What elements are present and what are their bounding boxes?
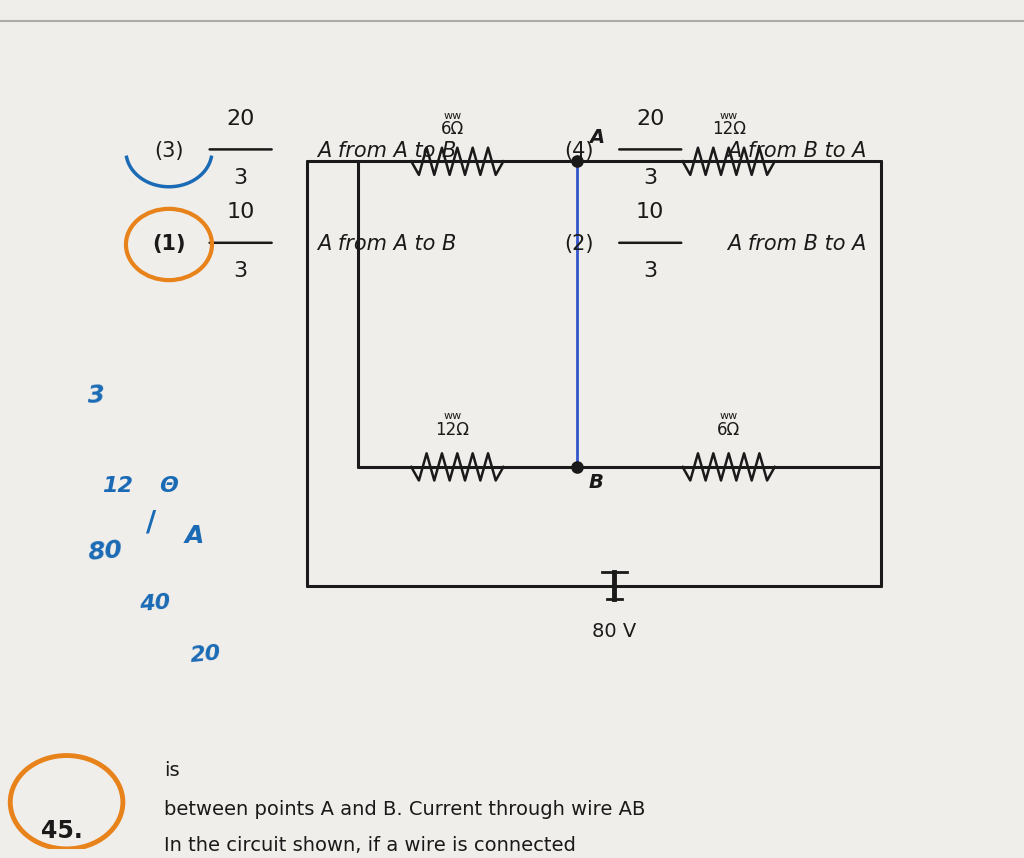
Text: (3): (3) [155, 141, 183, 161]
Point [568, 154, 585, 168]
Text: 3: 3 [233, 262, 248, 281]
Text: (2): (2) [564, 234, 593, 255]
Text: 40: 40 [138, 593, 171, 615]
Text: 12: 12 [102, 476, 133, 497]
Text: 3: 3 [643, 168, 657, 188]
Text: 80 V: 80 V [592, 622, 637, 641]
Text: 3: 3 [643, 262, 657, 281]
Text: 12Ω: 12Ω [712, 120, 745, 138]
Text: 20: 20 [189, 644, 222, 666]
Text: A from A to B: A from A to B [317, 234, 457, 255]
Text: 3: 3 [233, 168, 248, 188]
Text: ww: ww [443, 111, 462, 121]
Point [568, 460, 585, 474]
Text: (1): (1) [153, 234, 185, 255]
Text: 6Ω: 6Ω [717, 420, 740, 438]
Text: 20: 20 [226, 109, 255, 129]
Text: A from B to A: A from B to A [727, 234, 866, 255]
Text: B: B [589, 473, 604, 492]
Text: /: / [146, 509, 157, 536]
Text: ww: ww [443, 411, 462, 421]
Text: (4): (4) [564, 141, 593, 161]
Text: ww: ww [720, 111, 738, 121]
Text: A from A to B: A from A to B [317, 141, 457, 161]
Text: ww: ww [720, 411, 738, 421]
Text: 45.: 45. [41, 819, 83, 843]
Text: A from B to A: A from B to A [727, 141, 866, 161]
Text: 10: 10 [636, 202, 665, 222]
Text: 12Ω: 12Ω [435, 420, 469, 438]
Text: 3: 3 [87, 384, 105, 408]
Text: In the circuit shown, if a wire is connected: In the circuit shown, if a wire is conne… [164, 837, 575, 855]
Text: Θ: Θ [159, 476, 177, 497]
Text: A: A [184, 524, 204, 548]
Text: 20: 20 [636, 109, 665, 129]
Text: 6Ω: 6Ω [440, 120, 464, 138]
Text: 80: 80 [87, 538, 124, 565]
Text: is: is [164, 761, 179, 781]
Text: A: A [589, 128, 604, 147]
Text: 10: 10 [226, 202, 255, 222]
Text: between points A and B. Current through wire AB: between points A and B. Current through … [164, 800, 645, 819]
